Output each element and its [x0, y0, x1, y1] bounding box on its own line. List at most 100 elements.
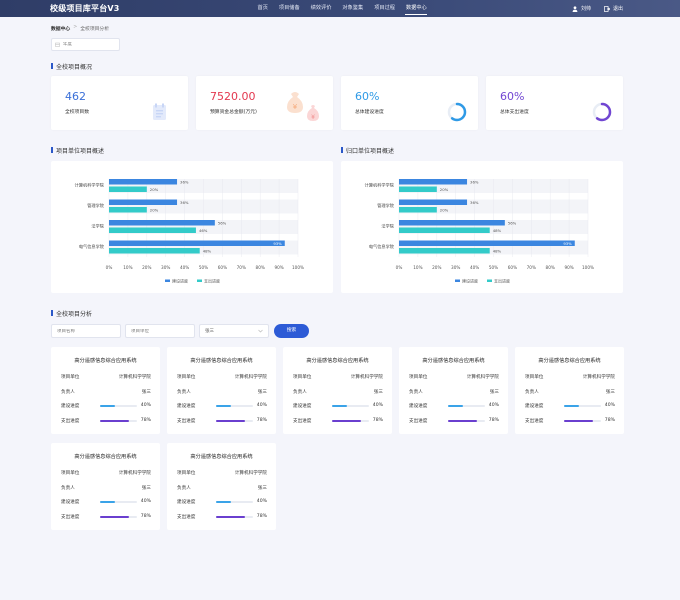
data-label: 36%	[180, 179, 189, 184]
project-card[interactable]: 高分遥感信息综合应用系统 项目单位 计算机科学学院 负责人 张三 建设进度 40% 支出进度 7…	[51, 347, 160, 434]
nav-data-center[interactable]: 数据中心	[400, 0, 432, 17]
stat-label: 总体支出进度	[500, 110, 529, 115]
bar-build	[109, 179, 178, 185]
project-card[interactable]: 高分遥感信息综合应用系统 项目单位 计算机科学学院 负责人 张三 建设进度 40% 支出进度 7…	[399, 347, 508, 434]
build-row: 建设进度 40%	[525, 403, 615, 409]
ring-progress-icon	[447, 102, 467, 122]
unit-row: 项目单位 计算机科学学院	[409, 374, 499, 380]
search-button[interactable]: 搜索	[274, 324, 309, 338]
legend-swatch	[487, 279, 492, 282]
nav-process[interactable]: 项目过程	[374, 5, 395, 11]
calendar-small-icon	[55, 42, 60, 47]
logout-button[interactable]: 退出	[604, 0, 623, 17]
x-tick-label: 60%	[218, 265, 227, 270]
spend-row: 支出进度 78%	[293, 418, 383, 424]
build-progress-bar	[332, 404, 369, 407]
spend-label: 支出进度	[525, 419, 544, 424]
build-value: 40%	[140, 403, 151, 408]
spend-value: 78%	[488, 418, 499, 423]
build-label: 建设进度	[61, 500, 80, 505]
owner-select-value: 张三	[205, 329, 214, 334]
ring-progress-icon	[592, 102, 612, 122]
owner-row: 负责人 张三	[61, 485, 151, 491]
breadcrumb: 数据中心 > 全校项目分析	[51, 25, 109, 32]
app-logo[interactable]: 校级项目库平台V3	[50, 4, 120, 13]
owner-value: 张三	[605, 390, 615, 395]
dept-chart-title: 归口单位项目概述	[341, 146, 394, 155]
plot-area: 0% 10% 20% 30% 40% 50% 60% 70% 80% 90% 100% 计算机科学学院…	[75, 179, 304, 270]
x-tick-label: 90%	[274, 265, 283, 270]
category-label: 电气信息学院	[369, 243, 395, 250]
unit-chart-panel: 0% 10% 20% 30% 40% 50% 60% 70% 80% 90% 100% 计算机科学学院…	[51, 161, 333, 293]
legend-swatch	[197, 279, 202, 282]
unit-label: 项目单位	[525, 375, 544, 380]
data-label: 36%	[470, 200, 479, 205]
data-label: 46%	[199, 228, 208, 233]
build-value: 40%	[256, 499, 267, 504]
x-tick-label: 70%	[237, 265, 246, 270]
spend-row: 支出进度 78%	[61, 418, 151, 424]
build-progress-bar	[216, 500, 253, 503]
data-label: 93%	[563, 241, 572, 246]
logout-icon	[604, 5, 610, 12]
project-title: 高分遥感信息综合应用系统	[306, 358, 369, 364]
data-label: 93%	[273, 241, 282, 246]
project-card[interactable]: 高分遥感信息综合应用系统 项目单位 计算机科学学院 负责人 张三 建设进度 40% 支出进度 7…	[167, 443, 276, 530]
project-title: 高分遥感信息综合应用系统	[538, 358, 601, 364]
bar-build	[109, 220, 215, 226]
nav-performance[interactable]: 绩效评价	[310, 5, 332, 11]
build-label: 建设进度	[293, 404, 312, 409]
bar-spend	[399, 248, 490, 254]
data-label: 48%	[203, 248, 212, 253]
project-card[interactable]: 高分遥感信息综合应用系统 项目单位 计算机科学学院 负责人 张三 建设进度 40% 支出进度 7…	[515, 347, 624, 434]
owner-select[interactable]: 张三	[199, 324, 269, 338]
unit-label: 项目单位	[409, 375, 428, 380]
x-tick-label: 30%	[161, 265, 170, 270]
year-filter[interactable]	[51, 38, 120, 51]
owner-row: 负责人 张三	[409, 389, 499, 395]
data-label: 20%	[150, 207, 159, 212]
unit-label: 项目单位	[61, 471, 80, 476]
project-name-filter[interactable]	[51, 324, 121, 338]
project-card[interactable]: 高分遥感信息综合应用系统 项目单位 计算机科学学院 负责人 张三 建设进度 40% 支出进度 7…	[167, 347, 276, 434]
project-name-input[interactable]	[57, 328, 115, 334]
user-icon	[572, 5, 578, 12]
chevron-down-icon	[258, 329, 263, 333]
owner-row: 负责人 张三	[293, 389, 383, 395]
owner-value: 张三	[373, 390, 383, 395]
owner-label: 负责人	[61, 390, 75, 395]
owner-row: 负责人 张三	[525, 389, 615, 395]
unit-filter[interactable]	[125, 324, 195, 338]
spend-row: 支出进度 78%	[177, 514, 267, 520]
bar-spend	[109, 207, 147, 213]
data-label: 20%	[150, 187, 159, 192]
x-tick-label: 80%	[256, 265, 265, 270]
user-menu[interactable]: 刘帅	[572, 0, 591, 17]
owner-label: 负责人	[177, 486, 191, 491]
data-label: 36%	[470, 179, 479, 184]
data-label: 48%	[493, 248, 502, 253]
breadcrumb-home[interactable]: 数据中心	[51, 27, 71, 32]
data-label: 36%	[180, 200, 189, 205]
unit-chart-title: 项目单位项目概述	[51, 146, 104, 155]
legend-label: 建设进度	[172, 277, 188, 283]
spend-row: 支出进度 78%	[525, 418, 615, 424]
spend-row: 支出进度 78%	[177, 418, 267, 424]
nav-home[interactable]: 首页	[257, 5, 268, 11]
year-input[interactable]	[63, 42, 115, 47]
project-card[interactable]: 高分遥感信息综合应用系统 项目单位 计算机科学学院 负责人 张三 建设进度 40% 支出进度 7…	[283, 347, 392, 434]
unit-bar-chart: 0% 10% 20% 30% 40% 50% 60% 70% 80% 90% 100% 计算机科学学院…	[75, 179, 304, 283]
unit-input[interactable]	[131, 328, 189, 334]
spend-label: 支出进度	[61, 515, 80, 520]
build-progress-bar	[100, 404, 137, 407]
x-tick-label: 30%	[451, 265, 460, 270]
category-label: 管理学院	[377, 202, 395, 209]
unit-row: 项目单位 计算机科学学院	[177, 374, 267, 380]
bar-build	[109, 240, 285, 246]
nav-objects[interactable]: 对象鉴集	[342, 5, 364, 11]
nav-project-reserve[interactable]: 项目储备	[278, 5, 300, 11]
legend-swatch	[455, 279, 460, 282]
unit-row: 项目单位 计算机科学学院	[61, 374, 151, 380]
project-card[interactable]: 高分遥感信息综合应用系统 项目单位 计算机科学学院 负责人 张三 建设进度 40% 支出进度 7…	[51, 443, 160, 530]
spend-label: 支出进度	[177, 419, 196, 424]
